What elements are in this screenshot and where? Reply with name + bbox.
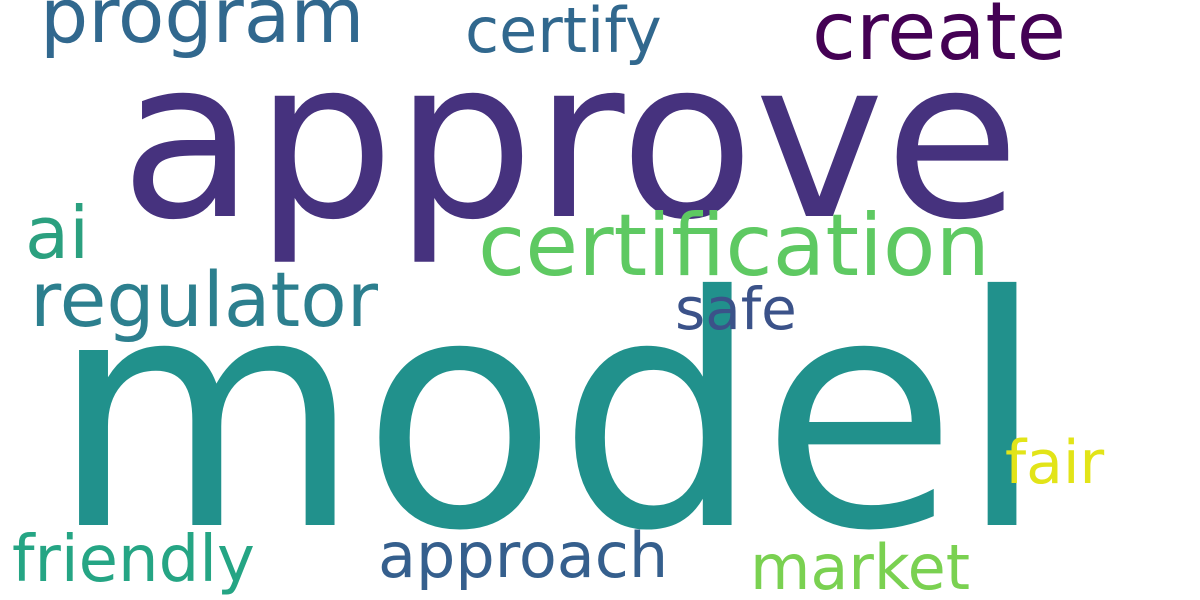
word-certify: certify [465,0,662,67]
word-approach: approach [378,519,669,592]
word-market: market [750,531,971,600]
word-certification: certification [478,196,991,296]
word-program: program [40,0,365,60]
word-friendly: friendly [12,523,255,597]
word-safe: safe [675,275,797,343]
word-ai: ai [25,191,90,275]
word-approve: approve [120,12,1020,268]
word-regulator: regulator [30,255,378,344]
word-fair: fair [1005,428,1105,498]
word-create: create [812,0,1066,78]
word-model: model [50,229,1047,600]
